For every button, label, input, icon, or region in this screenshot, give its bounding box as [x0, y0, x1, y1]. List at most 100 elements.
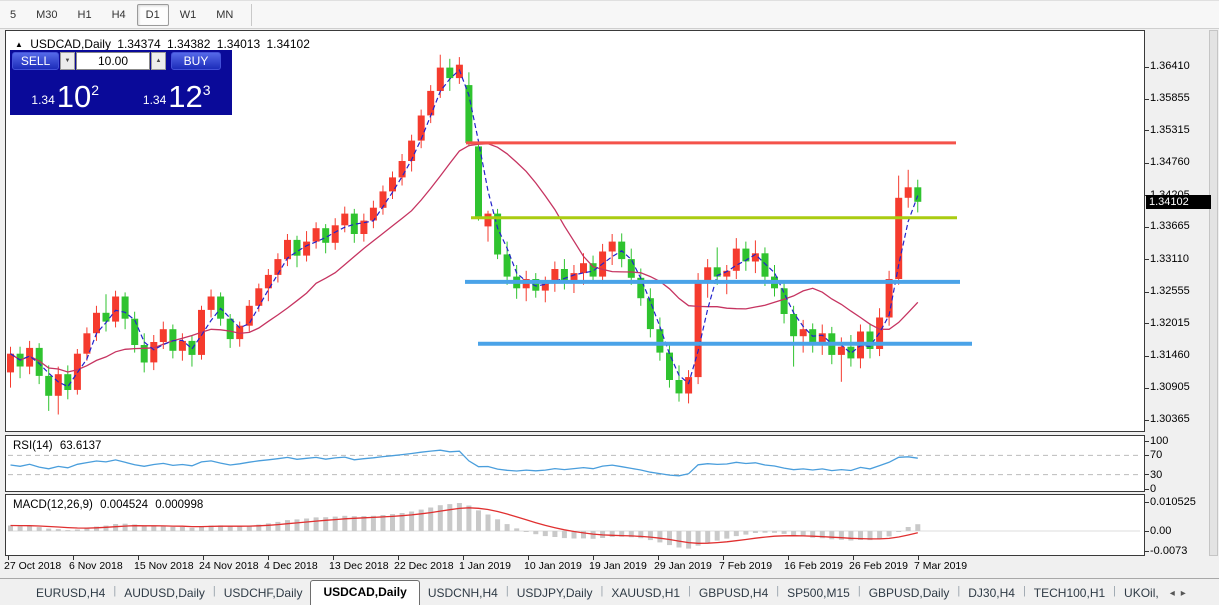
tab-usdjpy-daily[interactable]: USDJPY,Daily	[516, 586, 593, 600]
date-axis-tick	[398, 556, 399, 560]
timeframe-button-w1[interactable]: W1	[179, 8, 197, 21]
rsi-axis-label: 70	[1150, 449, 1163, 462]
tab-ukoil-[interactable]: UKOil,	[1124, 586, 1159, 600]
chart-marker-icon: ▲	[15, 40, 23, 49]
price-axis-label: 1.35855	[1150, 92, 1190, 105]
timeframe-button-mn[interactable]: MN	[216, 8, 234, 21]
date-axis-tick	[138, 556, 139, 560]
timeframe-button-d1[interactable]: D1	[136, 3, 169, 26]
slow-ma-line	[10, 143, 919, 373]
price-axis-tick	[1145, 66, 1149, 68]
tab-gbpusd-h4[interactable]: GBPUSD,H4	[698, 586, 769, 600]
price-axis-tick	[1145, 130, 1149, 132]
date-axis-label: 26 Feb 2019	[849, 560, 908, 572]
rsi-axis-tick	[1145, 440, 1149, 442]
price-axis-tick	[1145, 387, 1149, 389]
date-axis-tick	[203, 556, 204, 560]
timeframe-button-h1[interactable]: H1	[77, 8, 92, 21]
tab-scroll-left-icon[interactable]: ◂	[1169, 588, 1175, 599]
price-axis-tick	[1145, 98, 1149, 100]
date-axis-tick	[788, 556, 789, 560]
macd-signal-value: 0.000998	[155, 499, 204, 511]
buy-button[interactable]: BUY	[171, 52, 221, 70]
date-axis-label: 7 Feb 2019	[719, 560, 773, 572]
date-axis-label: 16 Feb 2019	[784, 560, 843, 572]
macd-axis-tick	[1145, 550, 1149, 552]
timeframe-button-5[interactable]: 5	[10, 8, 17, 21]
volume-increase-button[interactable]: ▲	[151, 52, 166, 70]
date-axis-tick	[268, 556, 269, 560]
macd-indicator-panel[interactable]: MACD(12,26,9) 0.004524 0.000998	[5, 494, 1145, 556]
sell-price-big: 10	[56, 78, 92, 114]
date-axis-label: 29 Jan 2019	[654, 560, 712, 572]
tab-usdcnh-h4[interactable]: USDCNH,H4	[427, 586, 498, 600]
arrow-down-icon: ▼	[64, 58, 71, 64]
rsi-axis-label: 30	[1150, 468, 1163, 481]
sell-price-small: 1.34	[31, 93, 55, 107]
volume-decrease-button[interactable]: ▼	[60, 52, 75, 70]
arrow-up-icon: ▲	[155, 58, 162, 64]
rsi-axis-tick	[1145, 474, 1149, 476]
price-axis-tick	[1145, 355, 1149, 357]
tab-scroll-right-icon[interactable]: ▸	[1180, 588, 1186, 599]
timeframe-button-h4[interactable]: H4	[111, 8, 126, 21]
tab-dj30-h4[interactable]: DJ30,H4	[968, 586, 1015, 600]
price-axis-tick	[1145, 162, 1149, 164]
date-axis-label: 24 Nov 2018	[199, 560, 259, 572]
date-axis-tick	[8, 556, 9, 560]
quote-low: 1.34013	[216, 37, 261, 51]
rsi-name: RSI(14)	[13, 440, 53, 452]
chart-symbol: USDCAD,Daily	[30, 37, 111, 51]
timeframe-button-m30[interactable]: M30	[36, 8, 58, 21]
macd-canvas[interactable]	[6, 495, 1144, 555]
rsi-axis-tick	[1145, 454, 1149, 456]
tab-usdcad-daily[interactable]: USDCAD,Daily	[310, 580, 420, 605]
macd-main-value: 0.004524	[100, 499, 149, 511]
rsi-canvas[interactable]	[6, 436, 1144, 491]
sell-price[interactable]: 1.34 10 2	[12, 72, 119, 113]
rsi-axis-label: 100	[1150, 435, 1169, 447]
vertical-scrollbar[interactable]	[1209, 30, 1218, 556]
date-axis-label: 4 Dec 2018	[264, 560, 318, 572]
tab-eurusd-h4[interactable]: EURUSD,H4	[36, 586, 106, 600]
rsi-indicator-panel[interactable]: RSI(14) 63.6137	[5, 435, 1145, 492]
date-axis-label: 1 Jan 2019	[459, 560, 511, 572]
buy-price[interactable]: 1.34 12 3	[123, 72, 230, 114]
date-axis-tick	[528, 556, 529, 560]
date-axis-label: 6 Nov 2018	[69, 560, 123, 572]
date-axis-tick	[73, 556, 74, 560]
tab-separator: |	[776, 585, 780, 597]
one-click-trade-panel: SELL ▼ ▲ BUY 1.34 10 2 1.34 12 3	[10, 50, 232, 115]
tab-gbpusd-daily[interactable]: GBPUSD,Daily	[868, 586, 950, 600]
tab-separator: |	[857, 585, 861, 597]
chart-tab-bar: EURUSD,H4 | AUDUSD,Daily | USDCHF,Daily USDCA…	[0, 578, 1219, 605]
tab-separator: |	[1113, 585, 1117, 597]
tab-tech100-h1[interactable]: TECH100,H1	[1033, 586, 1106, 600]
tab-sp500-m15[interactable]: SP500,M15	[787, 586, 850, 600]
tab-separator: |	[600, 585, 604, 597]
date-axis-tick	[463, 556, 464, 560]
quote-open: 1.34374	[117, 37, 161, 51]
price-axis-tick	[1145, 259, 1149, 261]
tab-usdchf-daily[interactable]: USDCHF,Daily	[223, 586, 303, 600]
macd-axis-tick	[1145, 501, 1149, 503]
price-chart-canvas[interactable]	[6, 31, 1144, 431]
sell-price-sup: 2	[91, 82, 100, 98]
macd-axis-label: -0.0073	[1150, 545, 1188, 558]
volume-input[interactable]	[76, 52, 150, 70]
sell-button[interactable]: SELL	[12, 52, 59, 70]
price-axis-tick	[1145, 226, 1149, 228]
price-chart-panel[interactable]: ▲ USDCAD,Daily 1.34374 1.34382 1.34013 1…	[5, 30, 1145, 432]
tab-audusd-daily[interactable]: AUDUSD,Daily	[124, 586, 205, 600]
tab-xauusd-h1[interactable]: XAUUSD,H1	[611, 586, 681, 600]
date-axis-label: 22 Dec 2018	[394, 560, 454, 572]
tab-separator: |	[688, 585, 691, 597]
date-axis-label: 7 Mar 2019	[914, 560, 968, 572]
chart-title: ▲ USDCAD,Daily 1.34374 1.34382 1.34013 1…	[15, 37, 313, 51]
price-axis-label: 1.31460	[1150, 349, 1190, 362]
tab-separator: |	[1022, 585, 1026, 597]
buy-price-big: 12	[168, 78, 203, 114]
macd-label: MACD(12,26,9) 0.004524 0.000998	[13, 499, 207, 511]
rsi-line	[10, 449, 918, 477]
